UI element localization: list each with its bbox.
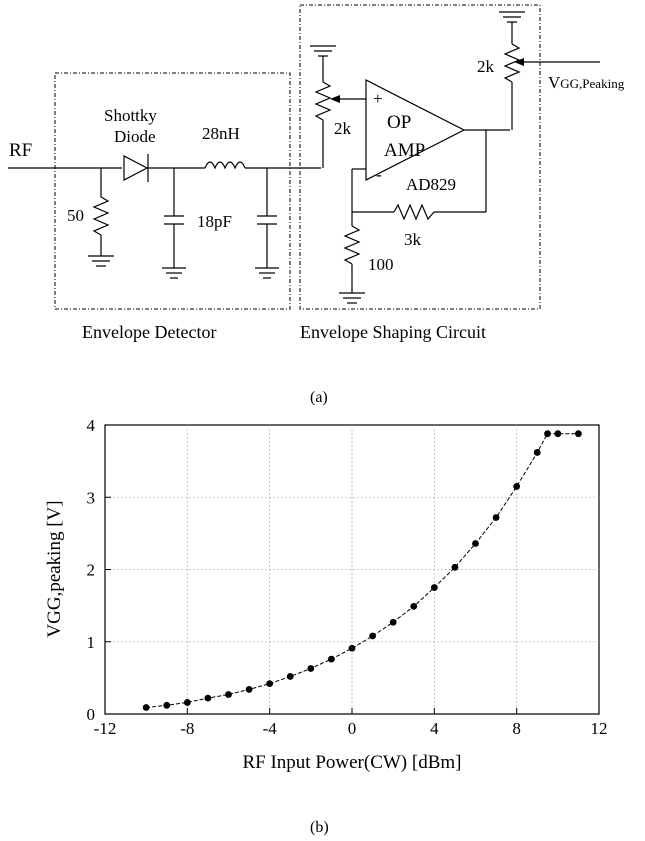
schottky-diode [123,154,149,182]
data-point [266,680,274,688]
vgg-peaking-label: VGG,Peaking [548,73,625,92]
diode-label-line-2: Diode [114,127,156,146]
figure-a-caption: (a) [310,389,328,406]
resistor-50-label: 50 [67,206,84,225]
input-pot-label: 2k [334,119,352,138]
op-amp-plus: + [373,89,383,108]
resistor-50 [92,168,110,256]
capacitor-2 [255,168,279,279]
op-amp-minus: - [376,165,382,184]
data-point [544,430,551,438]
op-amp-part-label: AD829 [406,175,456,194]
data-point [575,430,582,438]
x-tick-label: -4 [263,719,278,738]
x-tick-label: 0 [348,719,357,738]
data-point [451,563,459,571]
envelope-shaping-caption: Envelope Shaping Circuit [300,322,486,342]
diode-label-line-1: Shottky [104,106,157,125]
data-point [554,430,562,438]
x-tick-label: 8 [512,719,521,738]
data-point [410,602,418,610]
output-potentiometer [499,11,600,130]
x-tick-label: -8 [180,719,194,738]
rf-label: RF [9,140,32,161]
data-point [492,514,500,521]
data-point [430,584,438,591]
data-point [183,699,191,706]
series-line [146,433,579,708]
ground-icon [88,255,114,267]
feedback-resistor-label: 3k [404,230,422,249]
envelope-shaping-box [299,4,541,310]
inductor [204,161,246,170]
output-pot-label: 2k [477,57,495,76]
data-point [307,665,315,672]
data-point [389,618,397,626]
data-point [163,701,171,709]
data-point [348,644,356,652]
envelope-detector-caption: Envelope Detector [82,322,216,342]
data-point [533,449,541,456]
y-axis-label: VGG,peaking [V] [44,500,65,637]
input-potentiometer [310,45,366,168]
resistor-100 [339,212,365,304]
vgg-main: V [548,73,561,92]
x-tick-label: -12 [94,719,117,738]
circuit-diagram: RF 50 Shottky Diode [8,4,625,406]
y-tick-label: 4 [87,416,96,435]
y-tick-label: 2 [87,561,96,580]
y-tick-label: 3 [87,488,96,507]
data-point [204,694,212,702]
capacitor-1 [162,168,186,279]
y-tick-label: 1 [87,633,96,652]
x-axis-label: RF Input Power(CW) [dBm] [242,752,461,773]
resistor-100-label: 100 [368,255,394,274]
data-point [286,673,294,680]
capacitor-label: 18pF [197,212,232,231]
data-point [369,632,376,640]
data-point [513,483,521,490]
data-point [472,540,479,547]
figure-b-caption: (b) [310,819,329,836]
op-amp-label-2: AMP [384,140,425,161]
data-point [328,655,335,663]
op-amp-label-1: OP [387,112,411,133]
grid [105,425,599,714]
y-tick-label: 0 [87,705,96,724]
inductor-label: 28nH [202,124,240,143]
data-point [225,691,232,698]
op-amp [365,79,466,181]
data-point [142,704,150,711]
x-tick-label: 4 [430,719,439,738]
data-point [245,686,253,693]
feedback-network [351,129,510,221]
series [142,430,582,711]
x-tick-label: 12 [591,719,608,738]
vgg-sub: GG,Peaking [560,76,624,91]
envelope-detector-box [54,72,291,310]
